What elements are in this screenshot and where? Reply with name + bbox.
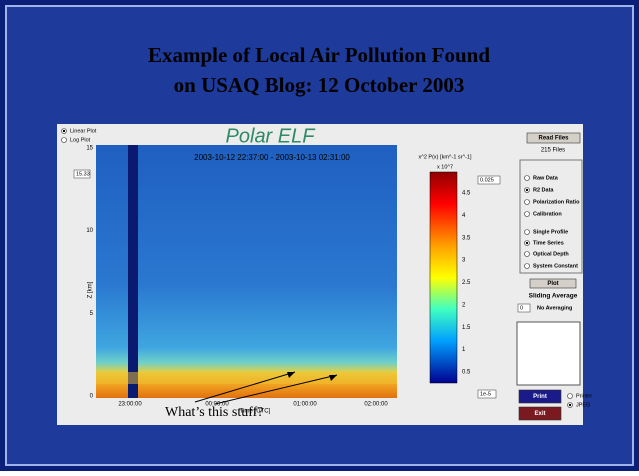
average-box-text: 0	[520, 305, 523, 311]
slide: Example of Local Air Pollution Found on U…	[0, 0, 639, 471]
print-button-label: Print	[533, 394, 547, 400]
x-tick-label: 01:00:00	[293, 402, 317, 408]
radio[interactable]	[525, 212, 530, 217]
read-files-button-label: Read Files	[538, 136, 569, 142]
exit-button-label: Exit	[534, 411, 545, 417]
data-option[interactable]: Polarization Ratio	[533, 199, 580, 205]
radio-dot	[526, 189, 528, 191]
file-count: 215 Files	[541, 148, 565, 154]
system-constant[interactable]: System Constant	[533, 263, 578, 269]
y-axis-label: Z [km]	[88, 281, 94, 298]
annotation: What’s this stuff?	[165, 405, 264, 420]
colorbar-tick: 4.5	[462, 191, 471, 197]
view-option[interactable]: Single Profile	[533, 229, 568, 235]
colorbar-tick: 1.5	[462, 325, 471, 331]
output-option[interactable]: Printer	[576, 393, 592, 399]
plot-mode[interactable]: Linear Plot	[70, 128, 97, 134]
radio[interactable]	[525, 252, 530, 257]
list-box[interactable]	[517, 322, 580, 385]
radio[interactable]	[525, 176, 530, 181]
plot-mode[interactable]: Log Plot	[70, 137, 91, 143]
radio-dot	[63, 130, 65, 132]
colorbar-scale: x 10^7	[437, 164, 453, 170]
radio[interactable]	[568, 394, 573, 399]
altitude-box-text: 15.33	[76, 171, 90, 177]
sliding-average: Sliding Average	[529, 293, 578, 300]
radio-dot	[569, 404, 571, 406]
data-gap	[128, 145, 138, 398]
data-option[interactable]: Calibration	[533, 211, 562, 217]
view-option[interactable]: Time Series	[533, 240, 564, 246]
plot-button-label: Plot	[547, 281, 558, 287]
x-tick-label: 02:00:00	[364, 402, 388, 408]
x-tick-label: 23:00:00	[118, 402, 142, 408]
view-option[interactable]: Optical Depth	[533, 251, 569, 257]
colorbar-tick: 3.5	[462, 235, 471, 241]
colorbar-label: x^2 P(x) [km^-1 sr^-1]	[419, 154, 472, 160]
data-option[interactable]: Raw Data	[533, 175, 559, 181]
colorbar	[430, 172, 457, 383]
colorbar-min-box-text: 1e-5	[480, 391, 491, 397]
radio[interactable]	[525, 230, 530, 235]
heatmap	[96, 145, 397, 398]
radio[interactable]	[62, 138, 67, 143]
data-option[interactable]: R2 Data	[533, 187, 554, 193]
app-title: Polar ELF	[226, 125, 317, 147]
colorbar-tick: 2.5	[462, 280, 471, 286]
radio[interactable]	[525, 200, 530, 205]
time-range: 2003-10-12 22:37:00 - 2003-10-13 02:31:0…	[194, 153, 350, 162]
slide-title: Example of Local Air Pollution Found	[148, 43, 490, 67]
y-tick-label: 15	[86, 146, 93, 152]
y-tick-label: 10	[86, 228, 93, 234]
no-averaging: No Averaging	[537, 305, 572, 311]
colorbar-max-box-text: 0.025	[480, 177, 494, 183]
pollution-layer	[96, 372, 397, 384]
slide-title: on USAQ Blog: 12 October 2003	[174, 73, 465, 97]
radio-dot	[526, 242, 528, 244]
output-option[interactable]: JPEG	[576, 402, 590, 408]
colorbar-tick: 0.5	[462, 370, 471, 376]
radio[interactable]	[525, 264, 530, 269]
